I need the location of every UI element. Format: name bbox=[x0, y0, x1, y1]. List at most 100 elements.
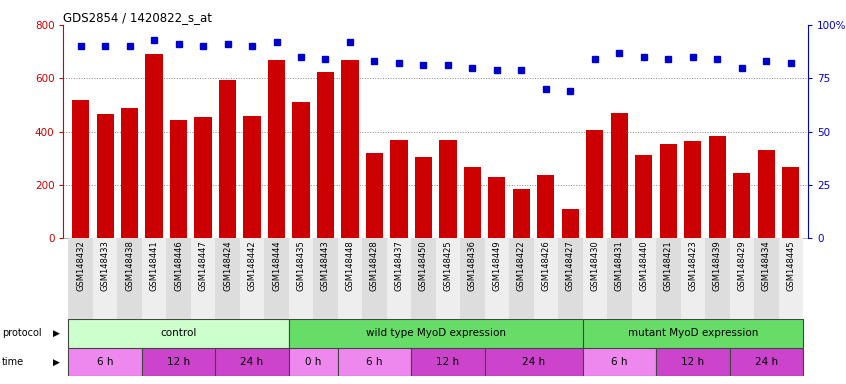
Bar bbox=[729, 348, 803, 376]
Bar bbox=[72, 99, 89, 238]
Text: GSM148431: GSM148431 bbox=[615, 240, 624, 291]
Bar bbox=[69, 238, 93, 319]
Bar bbox=[264, 238, 288, 319]
Text: GSM148432: GSM148432 bbox=[76, 240, 85, 291]
Bar bbox=[167, 238, 191, 319]
Text: GSM148433: GSM148433 bbox=[101, 240, 110, 291]
Bar bbox=[460, 238, 485, 319]
Bar bbox=[215, 348, 288, 376]
Text: 12 h: 12 h bbox=[167, 357, 190, 367]
Bar bbox=[411, 348, 485, 376]
Bar bbox=[733, 173, 750, 238]
Bar bbox=[342, 60, 359, 238]
Text: GSM148448: GSM148448 bbox=[345, 240, 354, 291]
Text: control: control bbox=[161, 328, 197, 338]
Text: time: time bbox=[2, 357, 24, 367]
Bar bbox=[783, 167, 799, 238]
Bar bbox=[513, 189, 530, 238]
Bar bbox=[317, 71, 334, 238]
Bar bbox=[293, 102, 310, 238]
Bar bbox=[365, 153, 383, 238]
Text: GSM148423: GSM148423 bbox=[689, 240, 697, 291]
Bar bbox=[69, 348, 142, 376]
Bar bbox=[660, 144, 677, 238]
Bar bbox=[583, 319, 803, 348]
Bar bbox=[684, 141, 701, 238]
Text: GSM148437: GSM148437 bbox=[394, 240, 404, 291]
Text: GSM148441: GSM148441 bbox=[150, 240, 158, 291]
Bar bbox=[509, 238, 534, 319]
Bar bbox=[313, 238, 338, 319]
Bar bbox=[611, 113, 628, 238]
Bar bbox=[191, 238, 215, 319]
Bar bbox=[390, 139, 408, 238]
Bar bbox=[118, 238, 142, 319]
Text: 6 h: 6 h bbox=[96, 357, 113, 367]
Bar bbox=[96, 114, 113, 238]
Bar bbox=[215, 238, 239, 319]
Text: GSM148425: GSM148425 bbox=[443, 240, 453, 291]
Text: GSM148424: GSM148424 bbox=[223, 240, 232, 291]
Bar bbox=[778, 238, 803, 319]
Bar bbox=[268, 60, 285, 238]
Text: GSM148442: GSM148442 bbox=[248, 240, 256, 291]
Text: GSM148430: GSM148430 bbox=[591, 240, 599, 291]
Text: GSM148428: GSM148428 bbox=[370, 240, 379, 291]
Bar bbox=[607, 238, 632, 319]
Bar bbox=[239, 238, 264, 319]
Bar bbox=[534, 238, 558, 319]
Bar bbox=[464, 167, 481, 238]
Bar bbox=[387, 238, 411, 319]
Text: 12 h: 12 h bbox=[437, 357, 459, 367]
Text: GSM148422: GSM148422 bbox=[517, 240, 526, 291]
Bar bbox=[439, 139, 457, 238]
Bar bbox=[656, 348, 729, 376]
Bar bbox=[142, 348, 215, 376]
Bar bbox=[583, 348, 656, 376]
Text: GSM148439: GSM148439 bbox=[713, 240, 722, 291]
Text: 24 h: 24 h bbox=[240, 357, 264, 367]
Text: GSM148429: GSM148429 bbox=[738, 240, 746, 291]
Text: GSM148447: GSM148447 bbox=[199, 240, 207, 291]
Text: GSM148440: GSM148440 bbox=[640, 240, 648, 291]
Bar bbox=[705, 238, 729, 319]
Text: 6 h: 6 h bbox=[611, 357, 628, 367]
Text: GSM148450: GSM148450 bbox=[419, 240, 428, 291]
Text: 0 h: 0 h bbox=[305, 357, 321, 367]
Bar bbox=[142, 238, 167, 319]
Bar bbox=[146, 54, 162, 238]
Bar bbox=[69, 319, 288, 348]
Bar bbox=[488, 177, 505, 238]
Bar bbox=[632, 238, 656, 319]
Text: ▶: ▶ bbox=[53, 329, 60, 338]
Text: GSM148446: GSM148446 bbox=[174, 240, 183, 291]
Bar bbox=[170, 119, 187, 238]
Text: mutant MyoD expression: mutant MyoD expression bbox=[628, 328, 758, 338]
Text: GDS2854 / 1420822_s_at: GDS2854 / 1420822_s_at bbox=[63, 11, 212, 24]
Text: wild type MyoD expression: wild type MyoD expression bbox=[365, 328, 506, 338]
Bar bbox=[754, 238, 778, 319]
Bar bbox=[338, 238, 362, 319]
Text: GSM148445: GSM148445 bbox=[786, 240, 795, 291]
Bar bbox=[436, 238, 460, 319]
Bar bbox=[558, 238, 583, 319]
Text: GSM148435: GSM148435 bbox=[296, 240, 305, 291]
Bar bbox=[586, 130, 603, 238]
Bar bbox=[288, 348, 338, 376]
Text: 12 h: 12 h bbox=[681, 357, 705, 367]
Bar bbox=[195, 117, 212, 238]
Bar bbox=[219, 79, 236, 238]
Bar bbox=[709, 136, 726, 238]
Text: GSM148443: GSM148443 bbox=[321, 240, 330, 291]
Text: GSM148436: GSM148436 bbox=[468, 240, 477, 291]
Text: ▶: ▶ bbox=[53, 358, 60, 366]
Bar bbox=[415, 157, 432, 238]
Bar bbox=[562, 209, 579, 238]
Text: GSM148434: GSM148434 bbox=[761, 240, 771, 291]
Bar bbox=[485, 348, 583, 376]
Bar bbox=[758, 150, 775, 238]
Text: GSM148449: GSM148449 bbox=[492, 240, 502, 291]
Bar bbox=[583, 238, 607, 319]
Text: GSM148421: GSM148421 bbox=[664, 240, 673, 291]
Bar bbox=[338, 348, 411, 376]
